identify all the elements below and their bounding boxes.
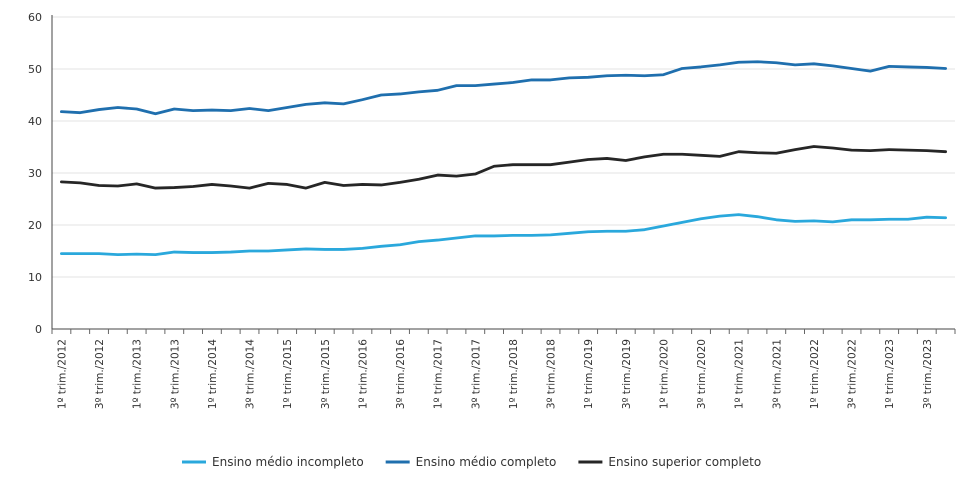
series-line (60, 213, 947, 257)
series-line (60, 60, 947, 116)
x-tick-label: 3º trim./2020 (696, 339, 708, 409)
x-tick-label: 1º trim./2016 (357, 339, 369, 409)
y-tick-label: 50 (28, 63, 42, 76)
series-line (60, 145, 947, 190)
legend-label: Ensino médio completo (416, 455, 557, 469)
x-tick-label: 1º trim./2022 (809, 339, 821, 409)
x-tick-label: 3º trim./2019 (621, 339, 633, 409)
x-tick-label: 3º trim./2013 (169, 339, 181, 409)
x-tick-label: 1º trim./2014 (207, 339, 219, 409)
x-tick-label: 3º trim./2017 (470, 339, 482, 409)
series-lines (60, 60, 947, 257)
x-tick-label: 3º trim./2015 (320, 339, 332, 409)
x-tick-label: 1º trim./2017 (433, 339, 445, 409)
x-tick-label: 3º trim./2014 (245, 339, 257, 409)
x-tick-label: 3º trim./2023 (922, 339, 934, 409)
y-axis: 0 10 20 30 40 50 60 (28, 11, 53, 336)
legend-label: Ensino médio incompleto (212, 455, 364, 469)
grid-lines (52, 16, 955, 278)
x-tick-label: 1º trim./2013 (132, 339, 144, 409)
y-tick-label: 10 (28, 271, 42, 284)
x-tick-label: 1º trim./2015 (282, 339, 294, 409)
legend-label: Ensino superior completo (608, 455, 761, 469)
y-tick-label: 20 (28, 219, 42, 232)
x-tick-label: 1º trim./2023 (884, 339, 896, 409)
x-tick-label: 3º trim./2016 (395, 339, 407, 409)
x-tick-label: 3º trim./2022 (847, 339, 859, 409)
x-tick-label: 1º trim./2020 (658, 339, 670, 409)
x-tick-label: 3º trim./2018 (546, 339, 558, 409)
y-tick-label: 40 (28, 115, 42, 128)
x-tick-label: 3º trim./2012 (94, 339, 106, 409)
y-tick-label: 0 (35, 323, 42, 336)
x-tick-label: 1º trim./2019 (583, 339, 595, 409)
x-tick-label: 3º trim./2021 (771, 339, 783, 409)
x-tick-label: 1º trim./2021 (734, 339, 746, 409)
y-tick-label: 30 (28, 167, 42, 180)
legend: Ensino médio incompleto Ensino médio comp… (182, 455, 761, 469)
x-tick-label: 1º trim./2018 (508, 339, 520, 409)
x-axis: 1º trim./2012 3º trim./2012 1º trim./2013 3… (51, 328, 956, 409)
x-tick-label: 1º trim./2012 (56, 339, 68, 409)
y-tick-label: 60 (28, 11, 42, 24)
